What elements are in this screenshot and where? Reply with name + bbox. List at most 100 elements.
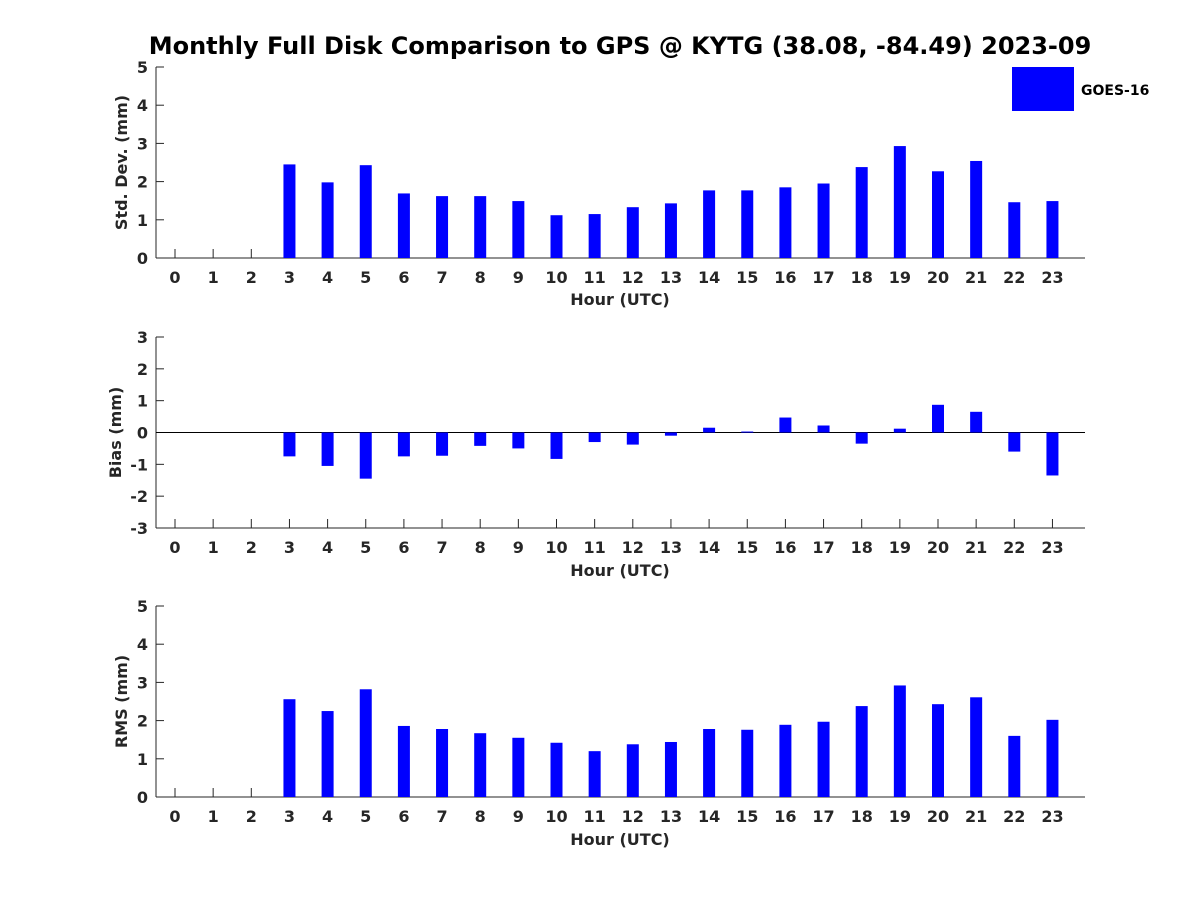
bar-hour-8 (474, 196, 487, 258)
bar-hour-11 (588, 214, 601, 258)
x-tick-label: 22 (1003, 268, 1025, 287)
bar-hour-14 (703, 190, 716, 258)
legend: GOES-16 (1012, 67, 1149, 111)
x-axis-label: Hour (UTC) (570, 290, 670, 309)
bar-hour-20 (932, 171, 944, 258)
bar-hour-10 (550, 432, 563, 459)
y-axis-label: Std. Dev. (mm) (112, 95, 131, 230)
bar-hour-6 (397, 432, 410, 457)
x-tick-label: 7 (436, 807, 447, 826)
legend-label: GOES-16 (1081, 83, 1149, 99)
x-tick-label: 1 (208, 538, 219, 557)
x-tick-label: 12 (622, 538, 644, 557)
x-tick-label: 18 (851, 807, 873, 826)
x-tick-label: 4 (322, 268, 333, 287)
bar-hour-9 (512, 432, 525, 449)
x-tick-label: 19 (889, 807, 911, 826)
x-tick-label: 6 (398, 538, 409, 557)
x-tick-label: 8 (475, 538, 486, 557)
bar-hour-16 (779, 187, 792, 258)
x-tick-label: 8 (475, 268, 486, 287)
bar-hour-18 (855, 432, 868, 444)
x-tick-label: 16 (774, 538, 796, 557)
y-tick-label: 3 (137, 328, 148, 347)
bar-hour-15 (741, 431, 754, 433)
x-tick-label: 14 (698, 268, 720, 287)
legend-swatch (1012, 67, 1074, 111)
bar-hour-7 (436, 196, 449, 258)
y-tick-label: 2 (137, 173, 148, 192)
x-tick-label: 18 (851, 268, 873, 287)
x-tick-label: 20 (927, 807, 949, 826)
x-tick-label: 13 (660, 807, 682, 826)
x-tick-label: 10 (545, 807, 567, 826)
x-tick-label: 9 (513, 807, 524, 826)
bar-hour-3 (283, 699, 296, 797)
x-tick-label: 16 (774, 807, 796, 826)
x-tick-label: 5 (360, 807, 371, 826)
bar-hour-19 (893, 146, 906, 258)
x-axis-label: Hour (UTC) (570, 830, 670, 849)
y-tick-label: 4 (137, 96, 148, 115)
x-tick-label: 2 (246, 538, 257, 557)
y-tick-label: 1 (137, 750, 148, 769)
x-tick-label: 2 (246, 268, 257, 287)
bar-hour-7 (436, 729, 449, 797)
x-tick-label: 13 (660, 268, 682, 287)
x-tick-label: 5 (360, 268, 371, 287)
bar-hour-17 (817, 721, 830, 797)
x-tick-label: 22 (1003, 538, 1025, 557)
x-tick-label: 21 (965, 807, 987, 826)
x-tick-label: 14 (698, 538, 720, 557)
bar-hour-9 (512, 201, 525, 258)
x-tick-label: 3 (284, 538, 295, 557)
bar-hour-23 (1046, 432, 1059, 476)
bar-hour-19 (893, 685, 906, 797)
x-tick-label: 15 (736, 807, 758, 826)
y-tick-label: -3 (130, 519, 148, 538)
x-tick-label: 13 (660, 538, 682, 557)
x-axis-label: Hour (UTC) (570, 561, 670, 580)
x-tick-label: 20 (927, 268, 949, 287)
x-tick-label: 20 (927, 538, 949, 557)
bar-hour-3 (283, 432, 296, 457)
x-tick-label: 12 (622, 268, 644, 287)
bar-hour-12 (626, 432, 639, 445)
bar-hour-13 (664, 432, 677, 436)
bar-hour-7 (436, 432, 449, 456)
bar-hour-20 (932, 704, 944, 797)
x-tick-label: 0 (169, 538, 180, 557)
y-tick-label: 2 (137, 360, 148, 379)
y-tick-label: -2 (130, 487, 148, 506)
y-tick-label: 5 (137, 58, 148, 77)
bar-hour-20 (932, 404, 944, 433)
bar-hour-15 (741, 190, 754, 258)
y-tick-label: 4 (137, 635, 148, 654)
x-tick-label: 22 (1003, 807, 1025, 826)
y-tick-label: 5 (137, 597, 148, 616)
bar-hour-16 (779, 417, 792, 433)
bar-hour-14 (703, 729, 716, 797)
bar-hour-17 (817, 183, 830, 258)
bar-hour-17 (817, 425, 830, 433)
x-tick-label: 19 (889, 268, 911, 287)
bar-hour-9 (512, 737, 525, 797)
bar-hour-15 (741, 729, 754, 797)
x-tick-label: 15 (736, 268, 758, 287)
x-tick-label: 23 (1041, 807, 1063, 826)
y-tick-label: -1 (130, 455, 148, 474)
x-tick-label: 11 (584, 807, 606, 826)
bar-hour-22 (1008, 735, 1021, 797)
x-tick-label: 4 (322, 538, 333, 557)
x-tick-label: 11 (584, 538, 606, 557)
bar-hour-6 (397, 193, 410, 258)
bar-hour-18 (855, 706, 868, 797)
bar-hour-10 (550, 742, 563, 797)
bar-hour-22 (1008, 432, 1021, 452)
x-tick-label: 3 (284, 807, 295, 826)
x-tick-label: 0 (169, 268, 180, 287)
bar-hour-13 (664, 741, 677, 797)
x-tick-label: 19 (889, 538, 911, 557)
